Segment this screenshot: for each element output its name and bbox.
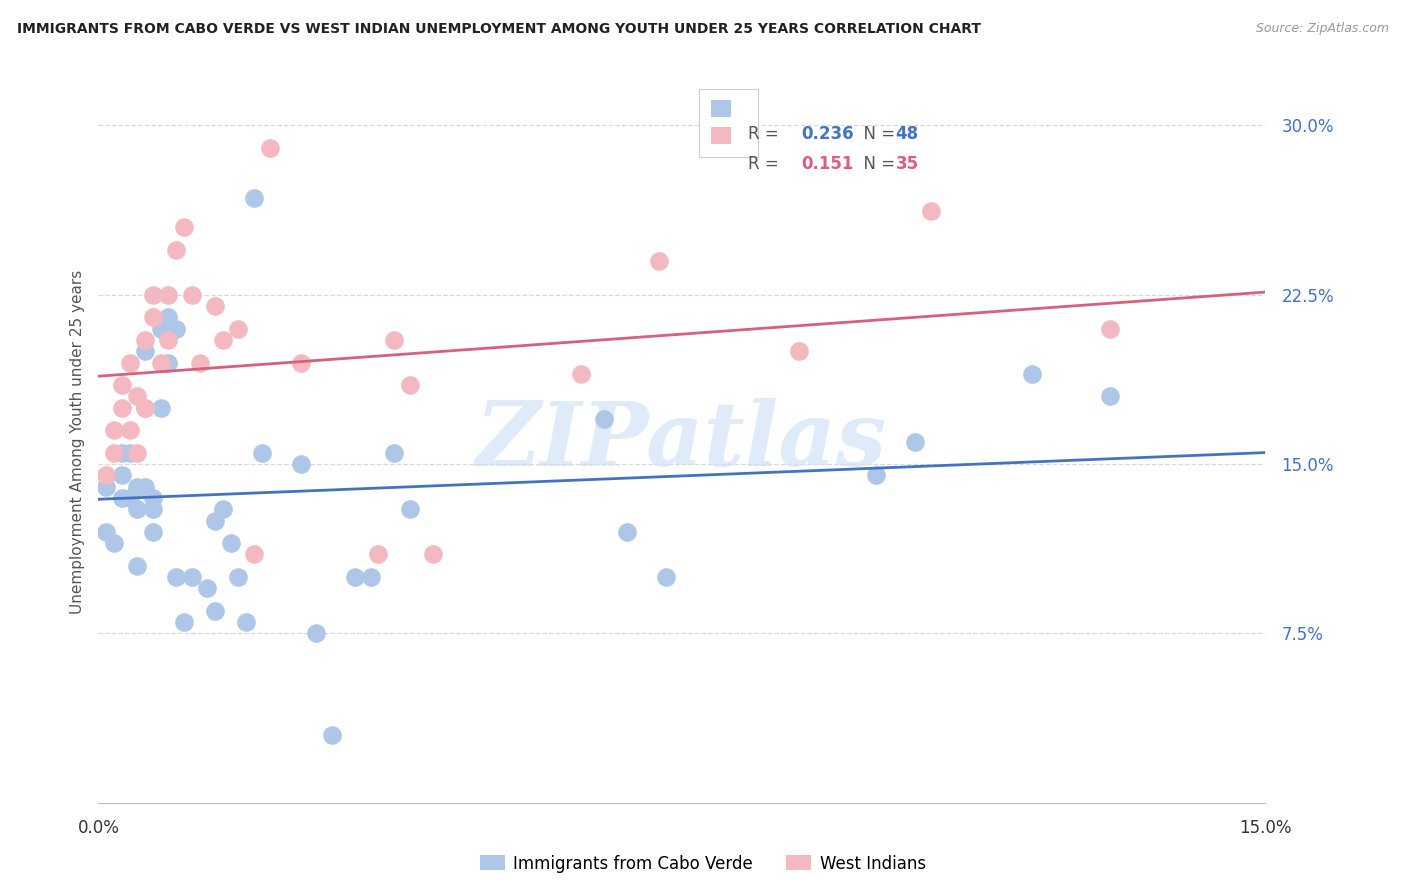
Point xyxy=(118,355,141,369)
Point xyxy=(1021,367,1043,381)
Point xyxy=(180,287,202,301)
Point xyxy=(149,321,172,335)
Point xyxy=(243,548,266,562)
Point xyxy=(118,423,141,437)
Point xyxy=(616,524,638,539)
Point xyxy=(1098,321,1121,335)
Point xyxy=(165,321,187,335)
Text: 48: 48 xyxy=(896,126,918,144)
Point xyxy=(228,321,250,335)
Point xyxy=(118,491,141,505)
Point xyxy=(127,502,149,516)
Point xyxy=(142,287,165,301)
Point xyxy=(398,378,420,392)
Point xyxy=(1098,389,1121,403)
Point xyxy=(127,389,149,403)
Point xyxy=(142,502,165,516)
Point xyxy=(134,480,156,494)
Point xyxy=(127,446,149,460)
Point xyxy=(920,204,942,219)
Point xyxy=(787,344,810,359)
Point xyxy=(149,355,172,369)
Point xyxy=(398,502,420,516)
Text: IMMIGRANTS FROM CABO VERDE VS WEST INDIAN UNEMPLOYMENT AMONG YOUTH UNDER 25 YEAR: IMMIGRANTS FROM CABO VERDE VS WEST INDIA… xyxy=(17,22,981,37)
Point xyxy=(321,728,343,742)
Text: 35: 35 xyxy=(896,155,918,173)
Point xyxy=(111,468,134,483)
Point xyxy=(569,367,592,381)
Point xyxy=(157,355,180,369)
Point xyxy=(165,243,187,257)
Point xyxy=(228,570,250,584)
Y-axis label: Unemployment Among Youth under 25 years: Unemployment Among Youth under 25 years xyxy=(69,269,84,614)
Point xyxy=(382,446,405,460)
Point xyxy=(647,253,669,268)
Point xyxy=(259,141,281,155)
Point xyxy=(212,502,235,516)
Point xyxy=(127,558,149,573)
Text: R =: R = xyxy=(748,126,783,144)
Point xyxy=(127,480,149,494)
Text: ZIPatlas: ZIPatlas xyxy=(477,399,887,484)
Point xyxy=(165,570,187,584)
Point xyxy=(118,446,141,460)
Point xyxy=(593,412,616,426)
Point xyxy=(111,446,134,460)
Point xyxy=(344,570,367,584)
Point xyxy=(157,333,180,347)
Point xyxy=(111,378,134,392)
Point xyxy=(382,333,405,347)
Point xyxy=(655,570,678,584)
Point xyxy=(142,310,165,325)
Point xyxy=(904,434,927,449)
Point xyxy=(219,536,242,550)
Point xyxy=(180,570,202,584)
Text: 0.151: 0.151 xyxy=(801,155,853,173)
Point xyxy=(103,446,125,460)
Point xyxy=(204,299,226,313)
Point xyxy=(134,333,156,347)
Point xyxy=(367,548,389,562)
Legend: Immigrants from Cabo Verde, West Indians: Immigrants from Cabo Verde, West Indians xyxy=(474,848,932,880)
Point xyxy=(204,604,226,618)
Point xyxy=(111,401,134,415)
Point xyxy=(235,615,257,630)
Text: N =: N = xyxy=(853,126,901,144)
Point xyxy=(103,423,125,437)
Point xyxy=(173,220,195,235)
Point xyxy=(96,524,118,539)
Point xyxy=(157,287,180,301)
Point xyxy=(134,344,156,359)
Point xyxy=(96,468,118,483)
Point xyxy=(360,570,382,584)
Point xyxy=(157,310,180,325)
Text: 0.236: 0.236 xyxy=(801,126,853,144)
Point xyxy=(212,333,235,347)
Legend:  ,  : , xyxy=(699,88,758,157)
Point xyxy=(103,536,125,550)
Text: N =: N = xyxy=(853,155,901,173)
Point xyxy=(142,491,165,505)
Point xyxy=(243,191,266,205)
Text: R =: R = xyxy=(748,155,783,173)
Point xyxy=(149,401,172,415)
Point xyxy=(142,524,165,539)
Point xyxy=(195,582,218,596)
Point xyxy=(96,480,118,494)
Point xyxy=(422,548,444,562)
Point xyxy=(250,446,273,460)
Point xyxy=(134,401,156,415)
Point xyxy=(134,401,156,415)
Text: Source: ZipAtlas.com: Source: ZipAtlas.com xyxy=(1256,22,1389,36)
Point xyxy=(305,626,328,640)
Point xyxy=(188,355,211,369)
Point xyxy=(173,615,195,630)
Point xyxy=(290,355,312,369)
Point xyxy=(111,491,134,505)
Point xyxy=(290,457,312,471)
Point xyxy=(865,468,887,483)
Point xyxy=(204,514,226,528)
